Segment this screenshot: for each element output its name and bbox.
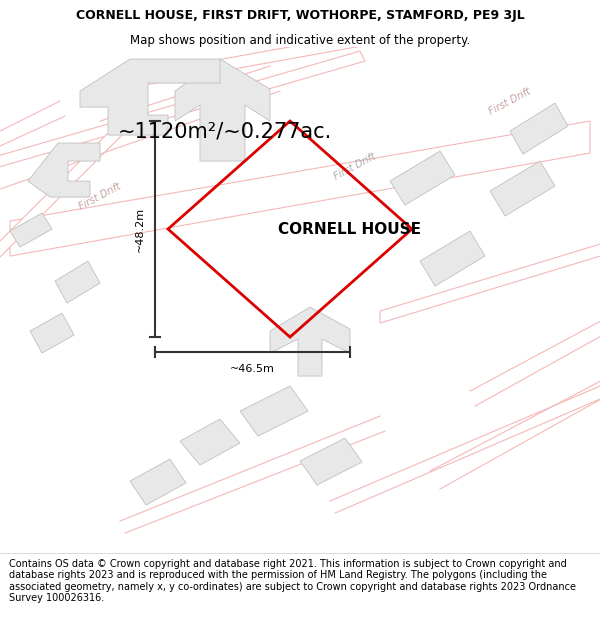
Polygon shape xyxy=(175,59,270,161)
Text: Map shows position and indicative extent of the property.: Map shows position and indicative extent… xyxy=(130,34,470,47)
Polygon shape xyxy=(420,231,485,286)
Polygon shape xyxy=(30,313,74,353)
Polygon shape xyxy=(100,0,600,93)
Text: ~1120m²/~0.277ac.: ~1120m²/~0.277ac. xyxy=(118,121,332,141)
Text: ~46.5m: ~46.5m xyxy=(230,364,275,374)
Polygon shape xyxy=(0,51,365,171)
Text: First Drift: First Drift xyxy=(77,181,122,211)
Polygon shape xyxy=(55,261,100,303)
Polygon shape xyxy=(130,459,186,505)
Text: First Drift: First Drift xyxy=(332,151,377,181)
Text: First Drift: First Drift xyxy=(487,86,533,116)
Polygon shape xyxy=(390,151,455,205)
Text: CORNELL HOUSE: CORNELL HOUSE xyxy=(278,221,421,236)
Polygon shape xyxy=(0,121,128,259)
Text: CORNELL HOUSE, FIRST DRIFT, WOTHORPE, STAMFORD, PE9 3JL: CORNELL HOUSE, FIRST DRIFT, WOTHORPE, ST… xyxy=(76,9,524,22)
Polygon shape xyxy=(490,161,555,216)
Polygon shape xyxy=(10,121,590,256)
Text: Contains OS data © Crown copyright and database right 2021. This information is : Contains OS data © Crown copyright and d… xyxy=(9,559,576,603)
Polygon shape xyxy=(380,241,600,323)
Polygon shape xyxy=(10,213,52,247)
Polygon shape xyxy=(180,419,240,465)
Polygon shape xyxy=(240,386,308,436)
Polygon shape xyxy=(510,103,568,154)
Polygon shape xyxy=(28,143,100,197)
Text: ~48.2m: ~48.2m xyxy=(135,206,145,252)
Polygon shape xyxy=(300,438,362,485)
Polygon shape xyxy=(80,59,220,135)
Polygon shape xyxy=(270,307,350,376)
